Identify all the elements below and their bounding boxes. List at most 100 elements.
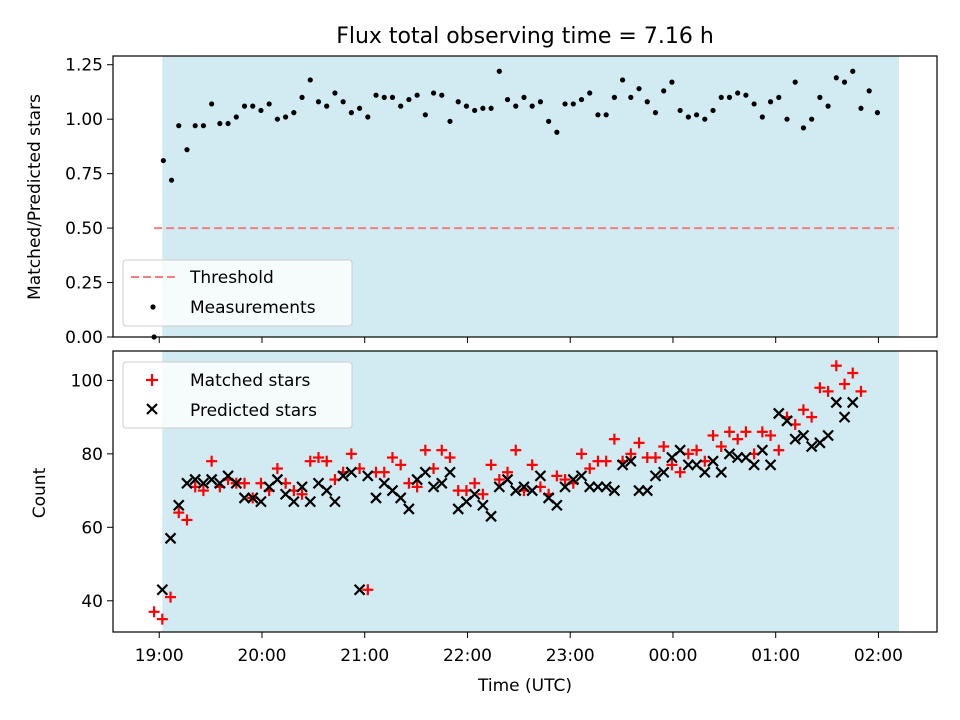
predicted-stars-point [394, 492, 407, 504]
predicted-stars-point [205, 473, 218, 486]
predicted-stars-point [789, 433, 801, 445]
measurements-point [850, 68, 856, 74]
count-plot-area [148, 351, 899, 632]
matched-stars-point [477, 488, 489, 500]
predicted-stars-point [271, 473, 284, 486]
matched-stars-point [239, 477, 251, 489]
matched-stars-point [419, 444, 431, 456]
predicted-stars-point [649, 470, 662, 482]
matched-stars-point [822, 385, 834, 397]
measurements-point [381, 94, 387, 100]
predicted-stars-point [501, 473, 514, 486]
legend-predicted-label: Predicted stars [190, 401, 317, 421]
ratio-panel: Flux total observing time = 7.16 h 0.00 0… [25, 24, 938, 348]
legend-predicted-swatch [146, 403, 158, 415]
x-tick-label: 23:00 [546, 646, 595, 666]
predicted-stars-point [255, 495, 267, 508]
matched-stars-point [855, 385, 867, 397]
predicted-stars-point [764, 459, 777, 471]
predicted-stars-point [699, 466, 711, 478]
matched-stars-point [715, 441, 727, 453]
predicted-stars-point [419, 466, 432, 478]
legend-threshold-label: Threshold [189, 268, 274, 288]
measurements-point [266, 101, 272, 107]
measurements-point [620, 77, 626, 83]
predicted-stars-point [551, 499, 563, 512]
measurements-point [488, 105, 494, 111]
matched-stars-point [436, 444, 448, 456]
measurements-point [669, 79, 675, 85]
predicted-stars-point [715, 466, 728, 478]
matched-stars-point [633, 437, 645, 449]
matched-stars-point [197, 485, 209, 497]
matched-stars-point [666, 459, 678, 471]
matched-stars-point [584, 463, 596, 475]
measurements-point [529, 103, 535, 109]
measurements-point [644, 99, 650, 105]
measurements-point [611, 94, 617, 100]
count-y-axis-label: Count [30, 467, 50, 518]
measurements-point [767, 99, 774, 105]
measurements-point [414, 92, 420, 98]
measurements-point [233, 114, 239, 120]
x-axis-label: Time (UTC) [477, 676, 572, 696]
legend-measurements-swatch [150, 304, 156, 310]
x-tick-label: 00:00 [648, 646, 697, 666]
predicted-stars-point [608, 484, 621, 497]
measurements-point [661, 88, 667, 94]
measurements-point [439, 92, 445, 98]
matched-stars-point [271, 463, 283, 475]
matched-stars-point [485, 459, 497, 471]
measurements-point [217, 120, 223, 127]
measurements-point [743, 92, 749, 98]
matched-stars-point [797, 404, 809, 416]
measurements-point [595, 112, 601, 118]
measurements-point [160, 157, 166, 164]
count-x-axis: 19:00 20:00 21:00 22:00 23:00 00:00 01:00 02:00 [135, 632, 903, 666]
matched-stars-point [321, 455, 333, 467]
predicted-stars-point [723, 448, 736, 460]
predicted-stars-point [362, 470, 374, 482]
matched-stars-point [576, 448, 588, 460]
matched-stars-point [181, 514, 193, 526]
predicted-stars-point [246, 492, 259, 504]
x-tick-label: 01:00 [751, 646, 800, 666]
matched-stars-point [806, 411, 818, 423]
matched-stars-point [756, 426, 768, 438]
predicted-stars-point [181, 477, 193, 490]
measurements-point [817, 94, 823, 100]
predicted-stars-point [707, 455, 719, 467]
y-tick-label: 40 [81, 592, 103, 612]
measurements-point [578, 96, 585, 103]
matched-stars-point [411, 481, 423, 493]
predicted-stars-point [822, 429, 834, 442]
measurements-point [225, 120, 231, 127]
measurements-point [841, 79, 848, 85]
predicted-stars-point [641, 484, 654, 497]
predicted-stars-point [230, 477, 243, 490]
chart-title: Flux total observing time = 7.16 h [336, 24, 714, 49]
predicted-stars-point [156, 583, 169, 596]
predicted-stars-point [485, 510, 497, 523]
predicted-stars-point [403, 503, 415, 515]
predicted-stars-point [436, 477, 448, 490]
matched-stars-point [362, 584, 374, 596]
matched-stars-point [526, 459, 538, 471]
ratio-y-axis-label: Matched/Predicted stars [25, 94, 45, 300]
measurements-point [825, 103, 831, 109]
measurements-point [866, 88, 872, 94]
predicted-stars-point [616, 459, 629, 471]
measurements-point [307, 77, 313, 83]
measurements-point [776, 94, 782, 100]
predicted-stars-point [838, 411, 851, 423]
y-tick-label: 0.50 [65, 219, 103, 239]
predicted-stars-point [518, 481, 530, 493]
predicted-stars-point [625, 455, 637, 467]
measurements-point [710, 107, 716, 114]
measurements-point [537, 99, 544, 105]
legend-matched-label: Matched stars [190, 371, 310, 391]
y-tick-label: 0.00 [65, 328, 103, 348]
predicted-stars-point [345, 466, 358, 478]
matched-stars-point [600, 455, 612, 467]
y-tick-label: 1.00 [65, 110, 103, 130]
